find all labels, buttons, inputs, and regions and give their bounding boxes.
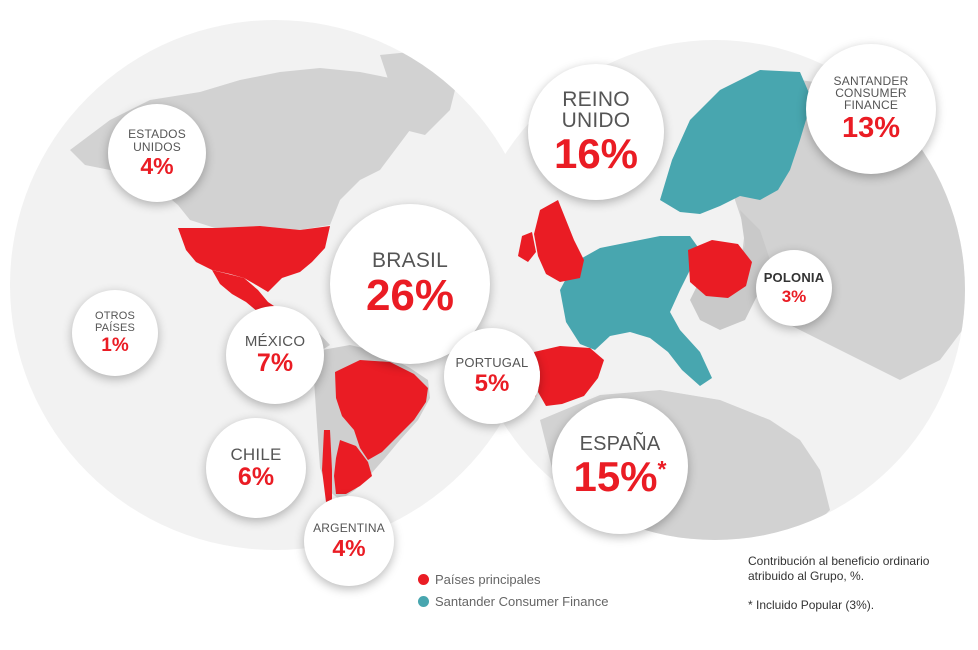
footnote-mark: * — [657, 456, 667, 483]
country-name: PORTUGAL — [455, 354, 529, 370]
bubble-mexico: MÉXICO 7% — [226, 306, 324, 404]
country-name: ARGENTINA — [313, 520, 385, 535]
spain-shape — [534, 346, 604, 406]
country-percentage: 13% — [841, 112, 901, 145]
map-legend: Países principales Santander Consumer Fi… — [418, 568, 608, 612]
brazil-shape — [335, 360, 428, 460]
country-percentage: 3% — [781, 286, 807, 306]
legend-label: Santander Consumer Finance — [435, 593, 609, 609]
footnote: * Incluido Popular (3%). — [748, 598, 875, 612]
country-name: POLONIA — [763, 270, 825, 286]
bubble-espana: ESPAÑA 15%* — [552, 398, 688, 534]
ireland-shape — [518, 232, 536, 262]
eastern-europe-land — [690, 210, 770, 330]
bubble-reino-unido: REINO UNIDO 16% — [528, 64, 664, 200]
country-percentage: 15%* — [573, 456, 666, 498]
country-percentage: 4% — [140, 152, 174, 179]
legend-swatch — [418, 595, 429, 607]
legend-item-scf: Santander Consumer Finance — [418, 590, 608, 612]
country-name: MÉXICO — [244, 332, 306, 350]
bubble-estados-unidos: ESTADOS UNIDOS 4% — [108, 104, 206, 202]
legend-swatch — [418, 573, 429, 585]
country-percentage: 7% — [256, 349, 294, 378]
percentage-value: 15% — [573, 453, 658, 501]
mexico-shape — [212, 270, 280, 316]
country-percentage: 6% — [237, 463, 275, 492]
chile-shape — [322, 430, 332, 502]
europe-scf-shape — [560, 236, 712, 386]
scandinavia-shape — [660, 70, 812, 214]
uk-shape — [534, 200, 584, 282]
country-percentage: 5% — [474, 370, 510, 398]
usa-shape — [178, 226, 330, 292]
country-percentage: 4% — [332, 535, 366, 562]
bubble-argentina: ARGENTINA 4% — [304, 496, 394, 586]
country-name: REINO UNIDO — [561, 87, 631, 132]
country-name: OTROS PAÍSES — [94, 310, 136, 334]
country-percentage: 26% — [365, 270, 455, 320]
notes: Contribución al beneficio ordinario atri… — [748, 554, 968, 613]
argentina-shape — [334, 440, 372, 494]
poland-shape — [688, 240, 752, 298]
country-name: BRASIL — [372, 249, 448, 273]
legend-item-principales: Países principales — [418, 568, 608, 590]
country-percentage: 16% — [553, 130, 639, 178]
bubble-otros-paises: OTROS PAÍSES 1% — [72, 290, 158, 376]
country-name: SANTANDER CONSUMER FINANCE — [833, 73, 909, 113]
bubble-santander-consumer-finance: SANTANDER CONSUMER FINANCE 13% — [806, 44, 936, 174]
country-name: ESPAÑA — [579, 432, 661, 455]
legend-label: Países principales — [435, 571, 541, 587]
bubble-chile: CHILE 6% — [206, 418, 306, 518]
caption: Contribución al beneficio ordinario atri… — [748, 554, 930, 583]
country-name: ESTADOS UNIDOS — [128, 127, 186, 154]
country-percentage: 1% — [101, 334, 129, 356]
country-name: CHILE — [230, 444, 282, 464]
bubble-polonia: POLONIA 3% — [756, 250, 832, 326]
bubble-portugal: PORTUGAL 5% — [444, 328, 540, 424]
